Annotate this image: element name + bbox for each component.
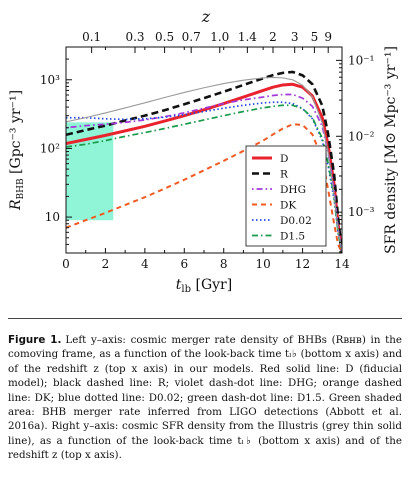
y-left-tick-label: 10² <box>40 141 60 155</box>
x-tick-label: 4 <box>141 257 149 271</box>
z-tick-label: 2 <box>269 30 277 44</box>
legend-label-d15: D1.5 <box>280 231 305 243</box>
series-lines <box>66 70 342 253</box>
x-tick-label: 12 <box>295 257 310 271</box>
figure-caption: Figure 1. Left y–axis: cosmic merger rate… <box>8 333 402 463</box>
z-tick-label: 0.7 <box>182 30 201 44</box>
x-tick-label: 2 <box>102 257 110 271</box>
legend-label-d002: D0.02 <box>280 215 312 227</box>
x-tick-label: 8 <box>220 257 228 271</box>
z-tick-label: 3 <box>291 30 299 44</box>
legend-box <box>245 145 327 247</box>
caption-text: Left y–axis: cosmic merger rate density … <box>8 334 402 462</box>
z-tick-label: 0.5 <box>155 30 174 44</box>
series-line-sfr-illustris <box>66 76 342 252</box>
ligo-rate-band <box>66 122 114 221</box>
y-right-tick-label: 10⁻² <box>348 129 375 143</box>
z-tick-label: 5 <box>311 30 319 44</box>
z-tick-label: 9 <box>324 30 332 44</box>
x-tick-label: 0 <box>62 257 70 271</box>
legend-label-r: R <box>280 169 289 181</box>
legend-label-d: D <box>280 153 288 165</box>
z-axis-label: z <box>201 7 211 26</box>
y-left-tick-label: 10 <box>45 210 60 224</box>
z-tick-label: 0.3 <box>125 30 144 44</box>
y-right-axis-label: SFR density [M⊙ Mpc⁻³ yr⁻¹] <box>383 46 399 254</box>
legend-label-dhg: DHG <box>280 184 306 196</box>
y-right-tick-label: 10⁻¹ <box>348 53 374 67</box>
x-tick-label: 10 <box>256 257 271 271</box>
z-tick-label: 0.1 <box>82 30 101 44</box>
y-left-axis-label: RBHB [Gpc⁻³ yr⁻¹] <box>8 90 26 211</box>
merger-rate-figure: 0 2 4 6 8 10 12 14 tlb [Gyr] 0.1 0.3 0.5 0.7 1.0 1.4 2 3… <box>8 7 399 295</box>
x-axis-label: tlb [Gyr] <box>176 277 232 295</box>
caption-label: Figure 1. <box>8 334 62 346</box>
caption-divider <box>8 318 402 319</box>
y-left-tick-label: 10³ <box>40 73 60 87</box>
x-tick-label: 14 <box>334 257 350 271</box>
z-tick-label: 1.4 <box>238 30 257 44</box>
series-line-r <box>66 70 342 253</box>
series-line-d <box>66 82 342 253</box>
x-tick-label: 6 <box>180 257 188 271</box>
legend-label-dk: DK <box>280 200 296 212</box>
y-right-tick-label: 10⁻³ <box>348 205 375 219</box>
z-tick-label: 1.0 <box>210 30 229 44</box>
